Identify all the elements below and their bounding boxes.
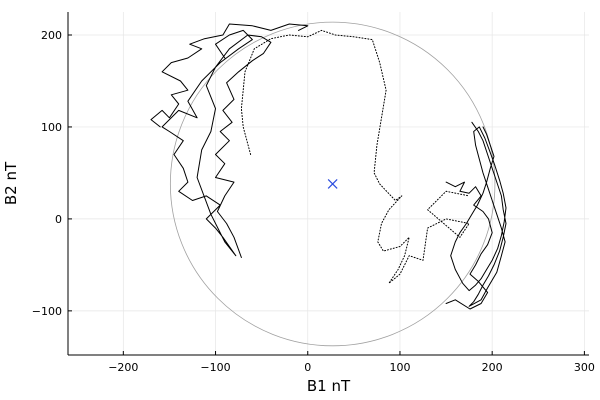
center-marker-stroke <box>327 179 338 189</box>
center-marker <box>327 179 338 189</box>
series-line-3 <box>150 23 309 128</box>
series-line-1 <box>240 29 470 284</box>
y-axis-label: B2 nT <box>2 161 20 205</box>
grid <box>68 12 589 355</box>
reference-circle <box>169 21 496 347</box>
x-tick-label: 200 <box>482 361 503 374</box>
x-axis-label: B1 nT <box>307 377 351 395</box>
reference-circle-layer <box>169 21 496 347</box>
y-tick-label: 100 <box>41 121 62 134</box>
x-tick-label: 100 <box>389 361 410 374</box>
y-tick-label: 200 <box>41 29 62 42</box>
y-tick-label: −100 <box>32 305 62 318</box>
series-line-4 <box>450 121 507 307</box>
series-line-5 <box>445 181 493 310</box>
x-tick-label: −100 <box>200 361 230 374</box>
y-tick-label: 0 <box>55 213 62 226</box>
center-marker-layer <box>327 179 338 189</box>
series-line-2 <box>161 29 272 258</box>
x-tick-label: 300 <box>574 361 595 374</box>
x-tick-label: −200 <box>108 361 138 374</box>
tick-labels: −200 −100 0 100 200 300 −100 0 100 200 <box>32 29 595 374</box>
axes <box>67 12 589 356</box>
data-series-layer <box>150 23 507 310</box>
x-tick-label: 0 <box>304 361 311 374</box>
